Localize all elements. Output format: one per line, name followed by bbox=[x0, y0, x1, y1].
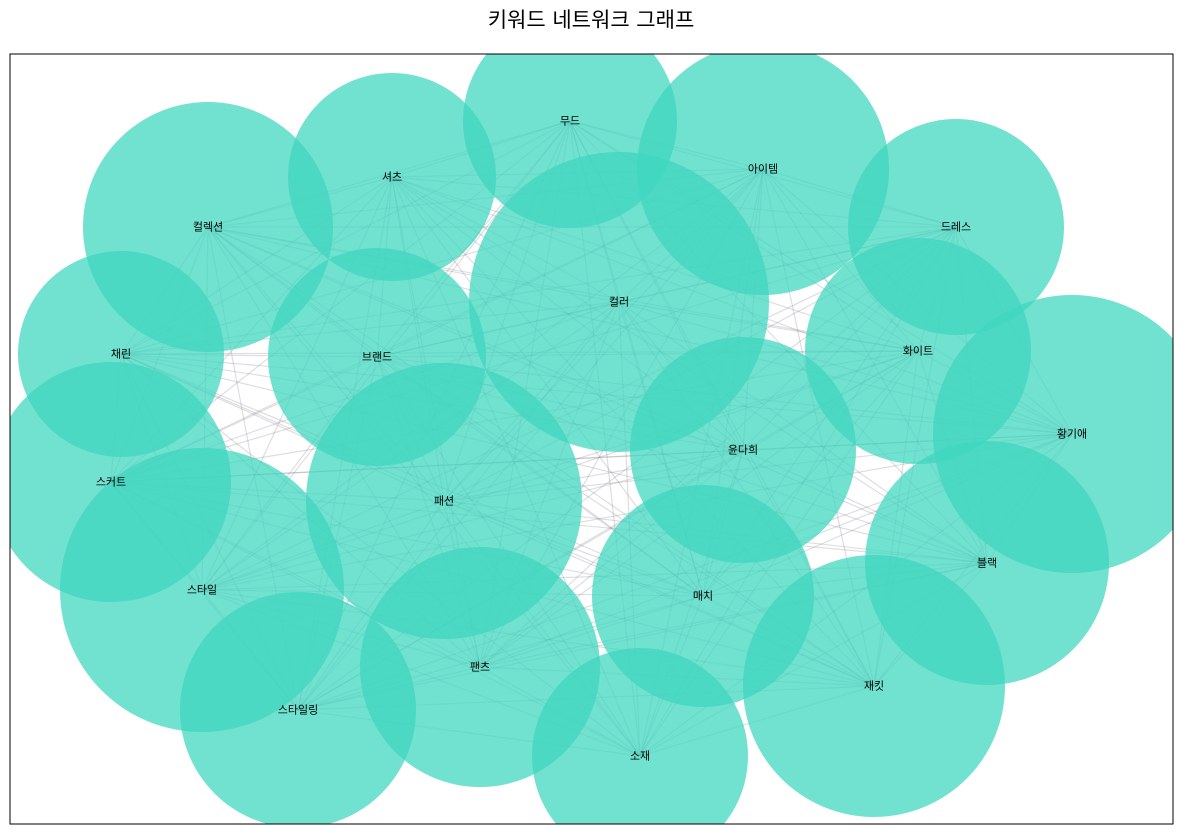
node-label: 팬츠 bbox=[470, 661, 490, 674]
node-label: 아이템 bbox=[748, 163, 778, 176]
node-label: 재킷 bbox=[864, 680, 884, 693]
node-label: 드레스 bbox=[941, 221, 971, 234]
node-circle bbox=[180, 592, 416, 824]
node-circle bbox=[532, 648, 748, 824]
node-label: 무드 bbox=[560, 115, 580, 128]
node-label: 블랙 bbox=[977, 557, 997, 570]
node-label: 스타일링 bbox=[278, 703, 318, 717]
node-label: 화이트 bbox=[903, 345, 933, 358]
node-label: 컬러 bbox=[609, 296, 629, 309]
node-label: 브랜드 bbox=[362, 351, 392, 364]
node-label: 소재 bbox=[630, 750, 650, 763]
node-circle bbox=[743, 555, 1005, 817]
node-label: 패션 bbox=[434, 495, 454, 508]
node-label: 황기애 bbox=[1057, 428, 1087, 441]
nodes-layer bbox=[10, 54, 1173, 824]
node-label: 스커트 bbox=[96, 476, 126, 489]
chart-title: 키워드 네트워크 그래프 bbox=[487, 8, 695, 32]
plot-frame bbox=[9, 53, 1174, 825]
node-label: 스타일 bbox=[187, 583, 217, 597]
node-label: 채린 bbox=[111, 348, 131, 361]
node-label: 매치 bbox=[693, 590, 713, 603]
node-label: 윤다희 bbox=[728, 444, 758, 457]
node-label: 셔츠 bbox=[382, 171, 402, 184]
node-circle bbox=[288, 73, 496, 281]
node-label: 컬렉션 bbox=[193, 221, 223, 234]
